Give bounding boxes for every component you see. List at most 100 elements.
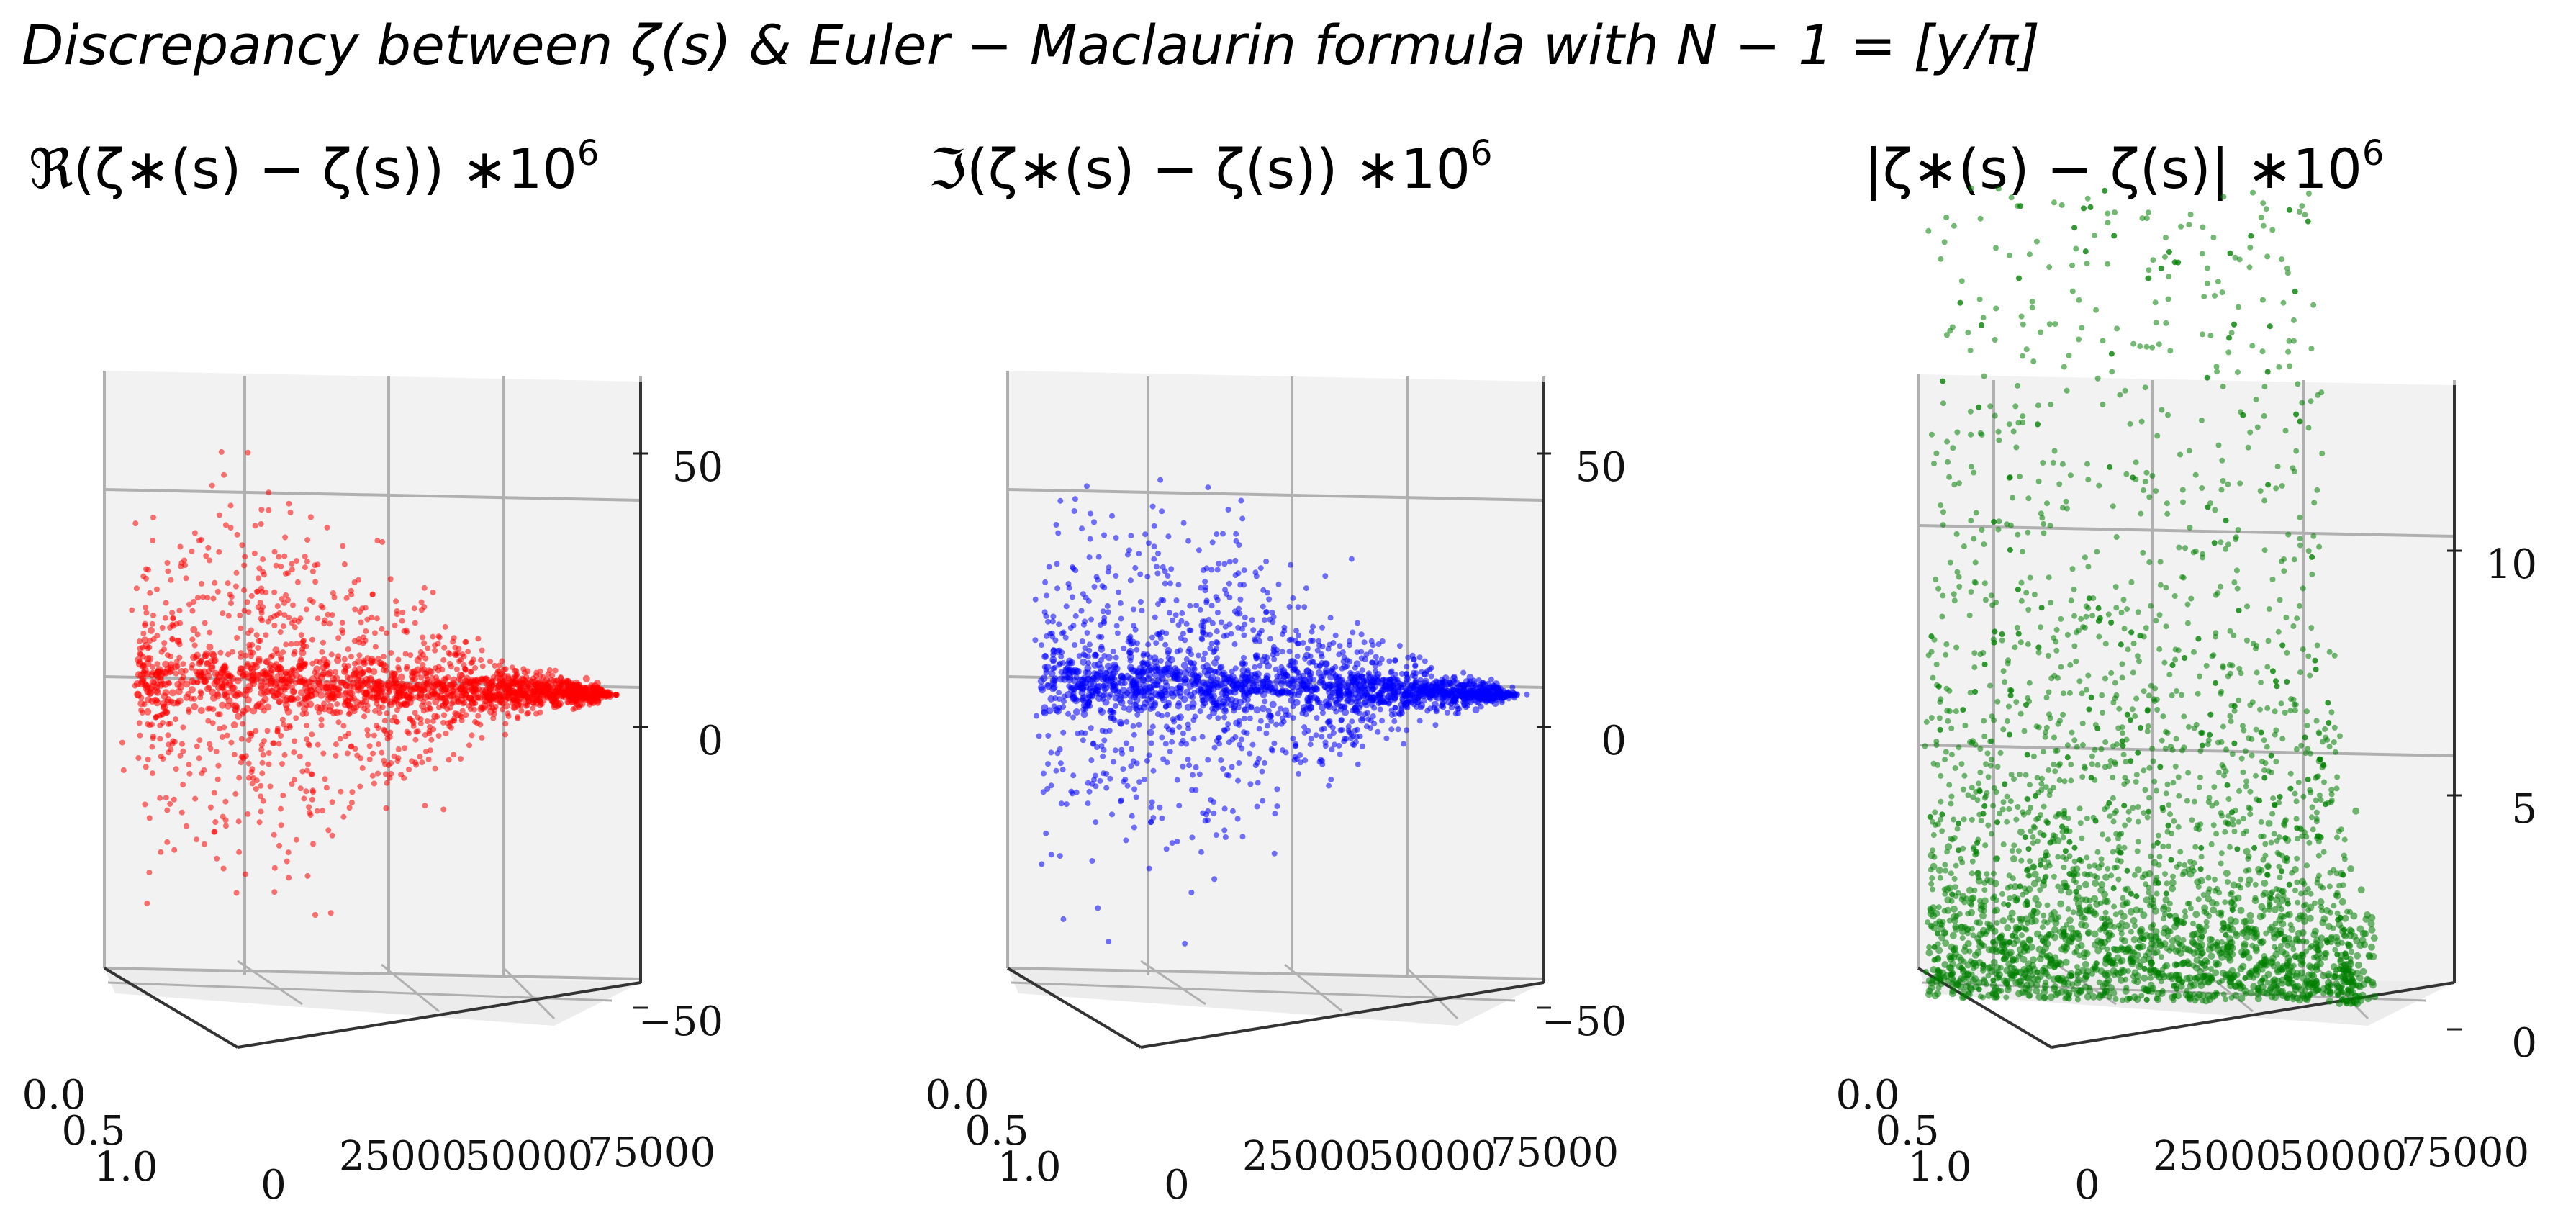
data-point: [2235, 527, 2241, 533]
data-point: [1989, 713, 1995, 720]
data-point: [2006, 421, 2012, 428]
data-point: [304, 736, 310, 743]
data-point: [2145, 209, 2151, 216]
data-point: [164, 807, 171, 813]
data-point: [218, 448, 225, 455]
data-point: [379, 749, 385, 756]
data-point: [2218, 860, 2224, 867]
data-point: [458, 677, 464, 684]
data-point: [189, 608, 196, 614]
data-point: [2154, 707, 2161, 713]
data-point: [238, 759, 244, 766]
data-point: [2064, 631, 2071, 638]
data-point: [232, 790, 239, 797]
data-point: [319, 649, 325, 655]
data-point: [180, 782, 186, 788]
data-point: [2156, 612, 2163, 618]
data-point: [2076, 336, 2082, 343]
data-point: [168, 577, 174, 583]
data-point: [253, 786, 259, 792]
data-point: [348, 743, 355, 749]
data-point: [163, 795, 169, 801]
data-point: [176, 608, 183, 614]
data-point: [2060, 711, 2066, 718]
data-point: [289, 620, 295, 626]
data-point: [2309, 571, 2315, 577]
data-point: [2068, 777, 2074, 784]
data-point: [2018, 932, 2025, 939]
data-point: [462, 639, 469, 645]
data-point: [285, 570, 291, 577]
data-point: [475, 713, 482, 719]
data-point: [1948, 752, 1955, 758]
data-point: [2069, 288, 2076, 294]
data-point: [2225, 879, 2231, 885]
data-point: [221, 724, 227, 731]
data-point: [192, 795, 199, 802]
data-point: [233, 890, 240, 896]
panel-title-imag: ℑ(ζ∗(s) − ζ(s)) ∗106: [928, 133, 1493, 201]
data-point: [357, 783, 363, 790]
data-point: [2253, 397, 2259, 403]
data-point: [304, 559, 310, 564]
data-point: [258, 808, 264, 815]
data-point: [1999, 637, 2005, 644]
data-point: [379, 538, 386, 545]
data-point: [2269, 227, 2276, 233]
data-point: [191, 642, 198, 649]
data-point: [320, 750, 327, 757]
data-point: [283, 726, 289, 732]
data-point: [211, 790, 217, 796]
data-point: [227, 525, 234, 531]
data-point: [2127, 420, 2133, 427]
data-point: [388, 650, 394, 656]
data-point: [164, 560, 171, 566]
data-point: [320, 808, 326, 814]
data-point: [387, 576, 394, 582]
data-point: [2142, 787, 2148, 793]
data-point: [2055, 854, 2061, 860]
data-point: [2076, 678, 2083, 685]
data-point: [325, 611, 331, 618]
data-point: [259, 770, 266, 777]
data-point: [2102, 641, 2109, 647]
data-point: [2288, 696, 2294, 703]
data-point: [225, 580, 231, 587]
data-point: [2293, 798, 2300, 805]
data-point: [260, 556, 266, 562]
data-point: [329, 612, 335, 618]
data-point: [2190, 921, 2196, 927]
data-point: [158, 753, 164, 759]
data-point: [351, 638, 358, 644]
data-point: [241, 608, 248, 614]
data-point: [183, 575, 189, 582]
data-point: [212, 579, 218, 586]
data-point: [303, 788, 309, 795]
data-point: [2017, 710, 2024, 717]
data-point: [293, 715, 299, 721]
data-point: [202, 620, 208, 626]
data-point: [2175, 823, 2182, 830]
data-point: [209, 482, 215, 489]
data-point: [294, 579, 301, 585]
data-point: [358, 619, 364, 626]
data-point: [276, 610, 283, 616]
data-point: [191, 695, 197, 702]
data-point: [446, 723, 453, 730]
data-point: [352, 606, 358, 613]
data-point: [2055, 721, 2061, 727]
data-point: [147, 638, 153, 644]
data-point: [301, 795, 307, 802]
data-point: [260, 798, 266, 804]
data-point: [496, 662, 502, 669]
data-point: [468, 668, 474, 674]
data-point: [458, 756, 464, 762]
data-point: [2018, 579, 2025, 586]
data-point: [324, 524, 330, 531]
data-point: [422, 731, 428, 738]
data-point: [248, 592, 255, 599]
data-point: [425, 645, 431, 651]
data-point: [147, 590, 153, 596]
data-point: [443, 731, 449, 736]
data-point: [2000, 726, 2007, 733]
